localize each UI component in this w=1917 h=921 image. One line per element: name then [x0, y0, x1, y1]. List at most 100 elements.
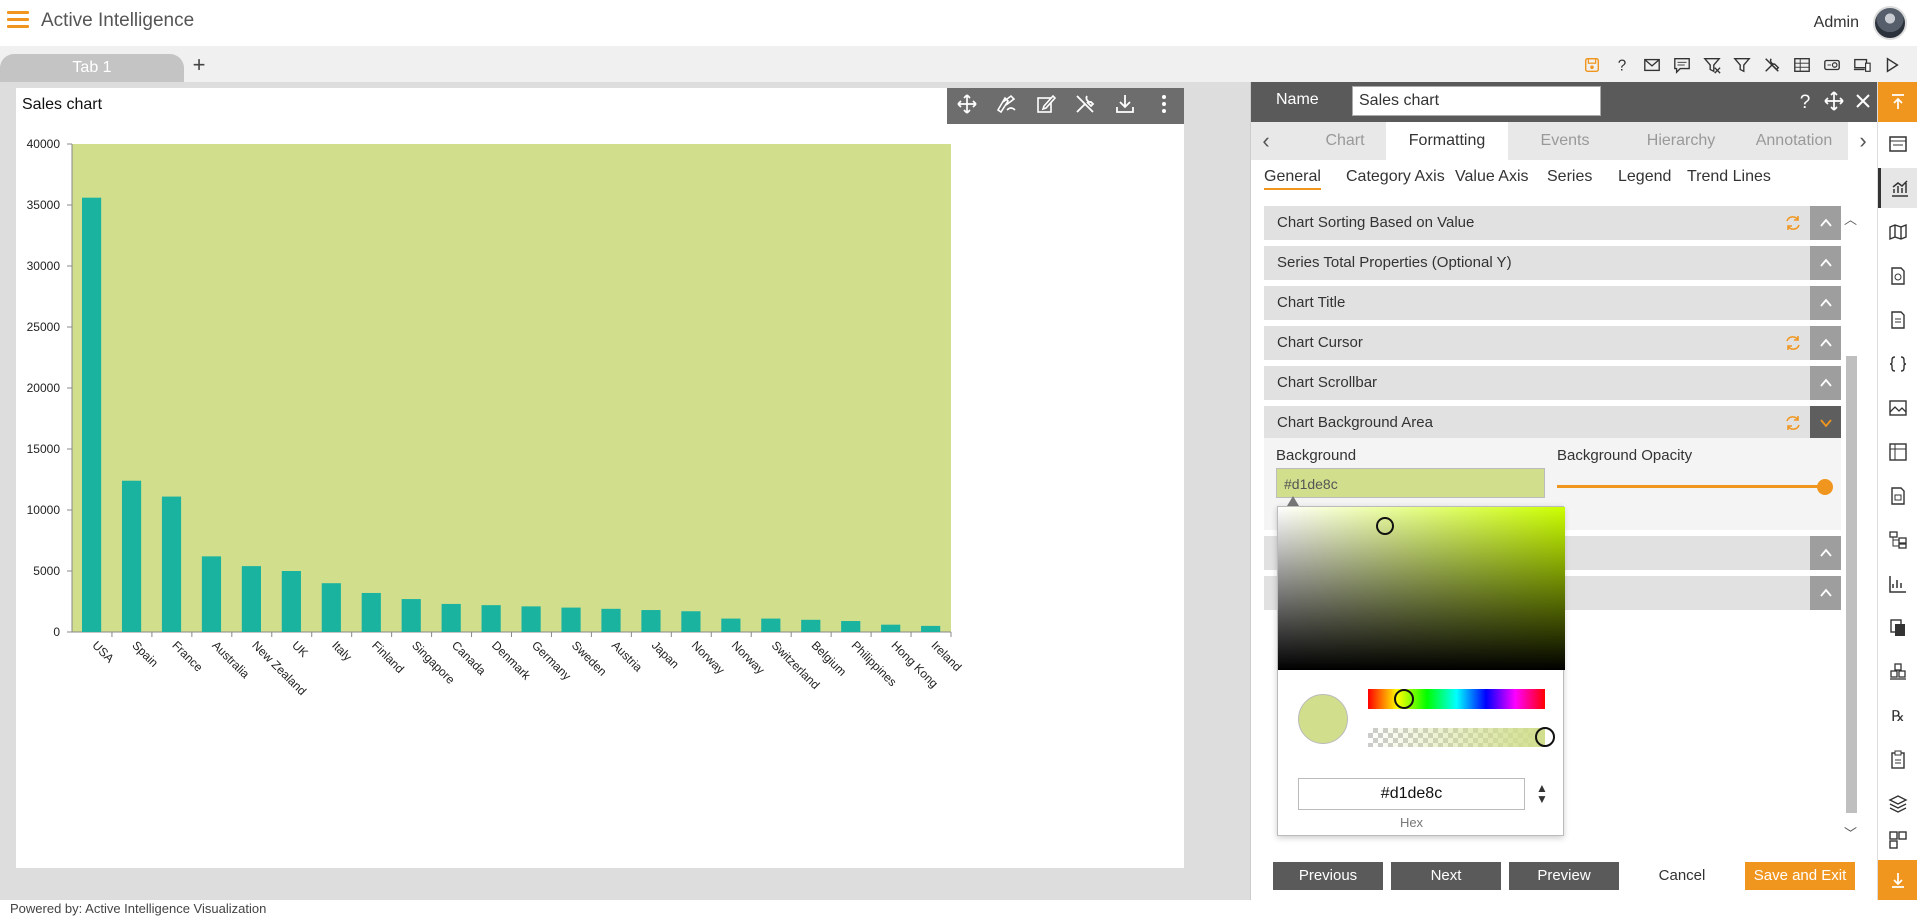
image-icon[interactable]: [1878, 388, 1917, 428]
bar: [601, 608, 621, 632]
subtab-trend-lines[interactable]: Trend Lines: [1687, 168, 1771, 185]
opacity-slider-track[interactable]: [1557, 485, 1826, 488]
chevron-up-icon[interactable]: [1810, 206, 1841, 240]
rx-icon[interactable]: ℞: [1878, 696, 1917, 736]
section-chart-scrollbar[interactable]: Chart Scrollbar: [1264, 366, 1841, 400]
avatar[interactable]: [1873, 6, 1907, 40]
user-name[interactable]: Admin: [1813, 14, 1859, 31]
saturation-value-area[interactable]: [1278, 507, 1565, 670]
copy-icon[interactable]: [1878, 608, 1917, 648]
dashboard-icon[interactable]: [1878, 820, 1917, 860]
refresh-icon[interactable]: [1784, 334, 1802, 352]
section-chart-cursor[interactable]: Chart Cursor: [1264, 326, 1841, 360]
subtab-general[interactable]: General: [1264, 168, 1321, 190]
add-tab-button[interactable]: +: [192, 52, 206, 77]
alpha-cursor[interactable]: [1535, 727, 1555, 747]
name-input[interactable]: Sales chart: [1352, 86, 1601, 116]
panel-scrollbar[interactable]: ︿ ﹀: [1841, 206, 1863, 841]
refresh-icon[interactable]: [1784, 214, 1802, 232]
subtab-value-axis[interactable]: Value Axis: [1455, 168, 1529, 185]
table-icon[interactable]: [1789, 54, 1815, 76]
help-icon[interactable]: ?: [1795, 91, 1815, 116]
tab-hierarchy[interactable]: Hierarchy: [1646, 132, 1716, 149]
panel-header-icons: ?: [1795, 91, 1873, 116]
scroll-up-icon[interactable]: ︿: [1844, 212, 1858, 227]
help-icon[interactable]: ?: [1609, 54, 1635, 76]
grid-icon[interactable]: [1878, 432, 1917, 472]
clipboard-icon[interactable]: [1878, 740, 1917, 780]
scroll-thumb[interactable]: [1846, 356, 1857, 813]
menu-icon[interactable]: [7, 11, 29, 29]
tools-icon[interactable]: [1074, 93, 1096, 120]
draw-icon[interactable]: [995, 93, 1017, 120]
play-icon[interactable]: [1879, 54, 1905, 76]
subtab-category-axis[interactable]: Category Axis: [1346, 168, 1445, 185]
tabs-right-arrow[interactable]: ›: [1848, 122, 1878, 160]
code-icon[interactable]: [1878, 344, 1917, 384]
cubes-icon[interactable]: [1878, 652, 1917, 692]
section-chart-sorting[interactable]: Chart Sorting Based on Value: [1264, 206, 1841, 240]
tab-formatting[interactable]: Formatting: [1386, 122, 1508, 160]
chevron-up-icon[interactable]: [1810, 246, 1841, 280]
sv-cursor[interactable]: [1376, 517, 1394, 535]
move-icon[interactable]: [1824, 91, 1844, 116]
tab-annotation[interactable]: Annotation: [1755, 132, 1833, 149]
mail-icon[interactable]: [1639, 54, 1665, 76]
alpha-slider[interactable]: [1368, 728, 1545, 747]
chart-icon[interactable]: [1878, 168, 1917, 208]
devices-icon[interactable]: [1849, 54, 1875, 76]
subtab-legend[interactable]: Legend: [1618, 168, 1672, 185]
background-color-input[interactable]: #d1de8c: [1276, 468, 1545, 498]
save-icon[interactable]: [1579, 54, 1605, 76]
chevron-up-icon[interactable]: [1810, 366, 1841, 400]
hue-cursor[interactable]: [1394, 689, 1414, 709]
chevron-up-icon[interactable]: [1810, 536, 1841, 570]
more-vertical-icon[interactable]: [1153, 93, 1175, 120]
form-icon[interactable]: [1878, 124, 1917, 164]
filter-icon[interactable]: [1729, 54, 1755, 76]
chevron-up-icon[interactable]: [1810, 576, 1841, 610]
section-chart-background-area[interactable]: Chart Background Area: [1264, 406, 1841, 440]
opacity-slider-thumb[interactable]: [1817, 479, 1833, 495]
next-button[interactable]: Next: [1391, 862, 1501, 890]
clear-filter-icon[interactable]: [1699, 54, 1725, 76]
hex-input[interactable]: #d1de8c: [1298, 778, 1525, 810]
section-chart-title[interactable]: Chart Title: [1264, 286, 1841, 320]
page-icon[interactable]: [1878, 476, 1917, 516]
tab-chart[interactable]: Chart: [1325, 132, 1365, 149]
move-icon[interactable]: [956, 93, 978, 120]
chevron-up-icon[interactable]: [1810, 326, 1841, 360]
section-series-total[interactable]: Series Total Properties (Optional Y): [1264, 246, 1841, 280]
refresh-icon[interactable]: [1784, 414, 1802, 432]
plot-background: [72, 144, 951, 632]
tab-1[interactable]: Tab 1: [0, 54, 184, 82]
edit-icon[interactable]: [1035, 93, 1057, 120]
save-and-exit-button[interactable]: Save and Exit: [1745, 862, 1855, 890]
chevron-down-icon[interactable]: [1810, 406, 1841, 440]
scroll-down-icon[interactable]: ﹀: [1844, 826, 1858, 841]
chart-widget[interactable]: 0 5000 10000 15000 20000 25000 30000 35000 40000…: [16, 88, 1184, 868]
download-icon[interactable]: [1114, 93, 1136, 120]
analytics-icon[interactable]: [1878, 564, 1917, 604]
report-icon[interactable]: [1878, 256, 1917, 296]
subtab-series[interactable]: Series: [1547, 168, 1593, 185]
comment-icon[interactable]: [1669, 54, 1695, 76]
bar: [82, 197, 102, 632]
collapse-up-icon[interactable]: [1878, 82, 1917, 122]
map-icon[interactable]: [1878, 212, 1917, 252]
tree-icon[interactable]: [1878, 520, 1917, 560]
projector-icon[interactable]: [1819, 54, 1845, 76]
layers-icon[interactable]: [1878, 784, 1917, 824]
tabs-left-arrow[interactable]: ‹: [1262, 128, 1270, 153]
download-arrow-icon[interactable]: [1878, 860, 1917, 900]
close-icon[interactable]: [1853, 91, 1873, 116]
document-icon[interactable]: [1878, 300, 1917, 340]
previous-button[interactable]: Previous: [1273, 862, 1383, 890]
x-tick-label: France: [169, 638, 206, 675]
settings-tools-icon[interactable]: [1759, 54, 1785, 76]
preview-button[interactable]: Preview: [1509, 862, 1619, 890]
chevron-up-icon[interactable]: [1810, 286, 1841, 320]
format-toggle-icon[interactable]: ▲ ▼: [1536, 781, 1548, 806]
cancel-button[interactable]: Cancel: [1627, 862, 1737, 890]
tab-events[interactable]: Events: [1540, 132, 1590, 149]
